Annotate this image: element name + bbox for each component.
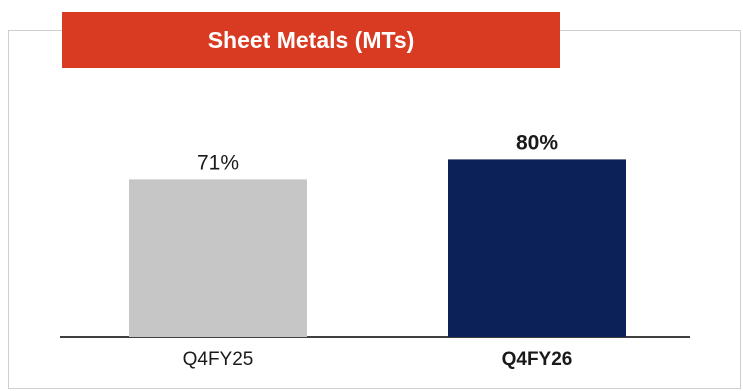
tick-label-q4fy25: Q4FY25 bbox=[183, 349, 254, 370]
data-label-q4fy25: 71% bbox=[197, 151, 239, 174]
tick-label-q4fy26: Q4FY26 bbox=[502, 349, 573, 370]
chart-title: Sheet Metals (MTs) bbox=[62, 12, 560, 68]
data-label-q4fy26: 80% bbox=[516, 131, 558, 154]
bar-q4fy26 bbox=[448, 159, 626, 337]
bar-q4fy25 bbox=[129, 179, 307, 337]
